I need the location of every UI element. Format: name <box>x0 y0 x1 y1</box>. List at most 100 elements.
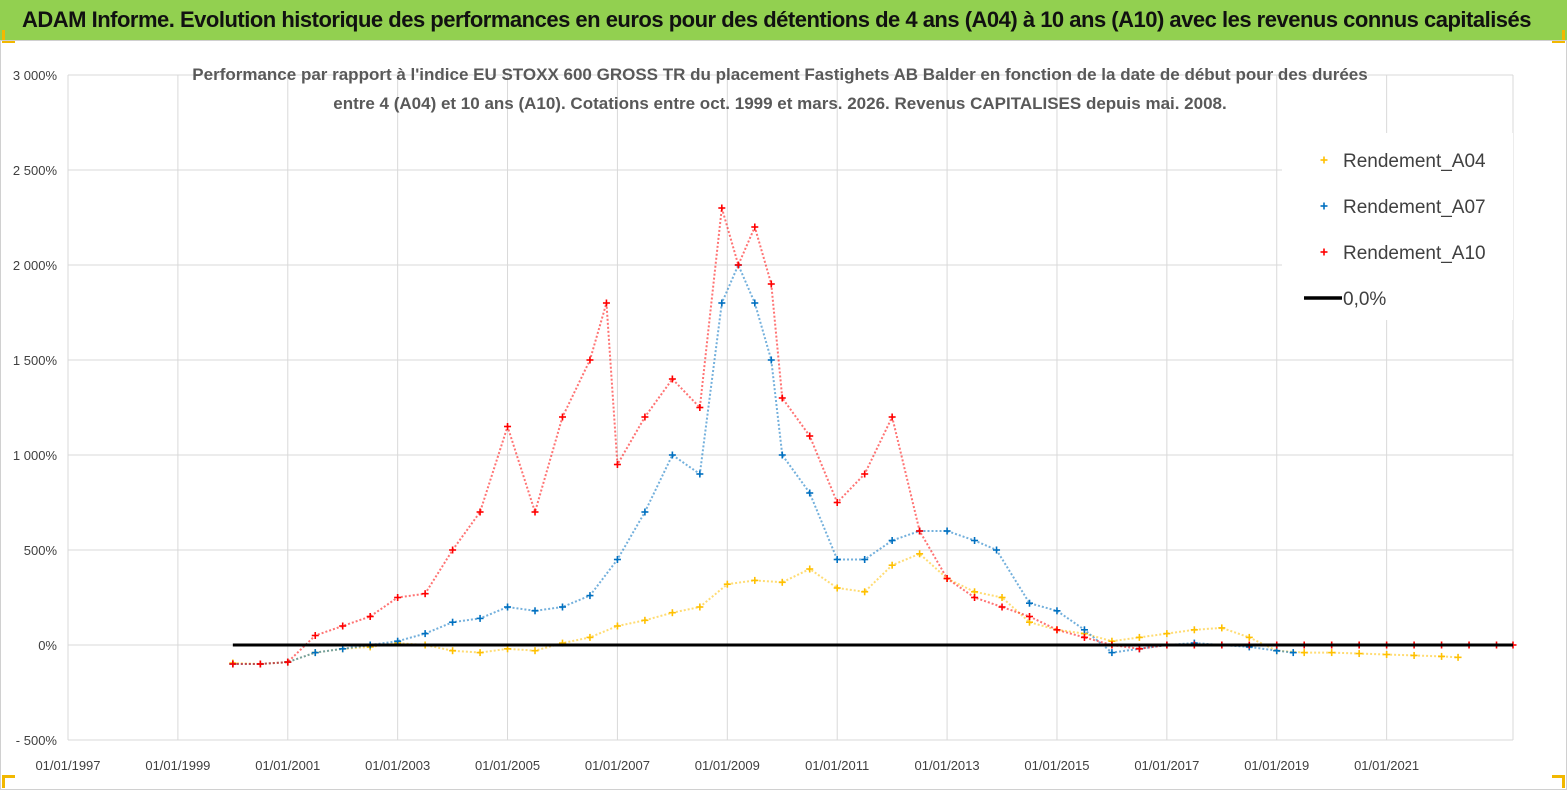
data-point <box>668 451 676 459</box>
data-point <box>1383 651 1391 658</box>
x-tick-label: 01/01/2015 <box>1024 758 1089 773</box>
data-point <box>1053 626 1061 634</box>
data-point <box>751 223 759 231</box>
data-point <box>284 658 292 666</box>
legend-label: Rendement_A10 <box>1343 243 1486 264</box>
data-point <box>394 594 402 601</box>
data-point <box>641 616 649 624</box>
data-point <box>476 614 484 622</box>
y-tick-label: 2 000% <box>13 258 58 273</box>
data-point <box>971 537 979 544</box>
data-point <box>1300 649 1308 657</box>
data-point <box>613 556 621 563</box>
chart-title-line-1: Performance par rapport à l'indice EU ST… <box>192 65 1367 84</box>
data-point <box>943 575 951 582</box>
axis-labels: - 500% 0% 500% 1 000% 1 500% 2 000% 2 500% 3 00… <box>13 68 1419 773</box>
chart-title-line-2: entre 4 (A04) et 10 ans (A10). Cotations… <box>333 94 1226 113</box>
legend-label: 0,0% <box>1343 289 1386 310</box>
x-tick-label: 01/01/2005 <box>475 758 540 773</box>
legend-marker <box>1320 156 1328 164</box>
data-point <box>767 280 775 288</box>
y-tick-label: - 500% <box>16 733 58 748</box>
data-point <box>1163 630 1171 638</box>
data-point <box>1454 653 1462 661</box>
data-point <box>449 618 457 626</box>
data-point <box>1218 624 1226 632</box>
data-point <box>421 590 429 598</box>
data-point <box>668 375 676 383</box>
data-point <box>998 594 1006 601</box>
legend-marker <box>1320 202 1328 210</box>
data-point <box>586 356 594 364</box>
data-point <box>1080 633 1088 641</box>
data-point <box>778 578 786 586</box>
data-point <box>504 603 512 611</box>
data-point <box>1410 651 1418 659</box>
corner-marker <box>2 30 15 43</box>
data-point <box>1026 613 1034 620</box>
data-point <box>641 508 649 516</box>
data-point <box>602 299 610 307</box>
corner-marker <box>1552 775 1565 788</box>
data-point <box>806 432 814 440</box>
legend: Rendement_A04 Rendement_A07 Rendement_A10 0… <box>1282 133 1513 320</box>
data-point <box>421 630 429 638</box>
y-tick-label: 2 500% <box>13 163 58 178</box>
x-tick-label: 01/01/2021 <box>1354 758 1419 773</box>
data-point <box>586 592 594 600</box>
series-rendement-a07 <box>229 261 1297 668</box>
y-tick-label: 500% <box>24 543 58 558</box>
legend-marker <box>1320 248 1328 256</box>
data-point <box>1026 599 1034 607</box>
data-point <box>613 461 621 468</box>
data-point <box>476 649 484 657</box>
series-trace <box>232 552 1459 666</box>
x-tick-label: 01/01/2011 <box>805 758 869 773</box>
data-point <box>833 584 841 592</box>
y-tick-label: 1 500% <box>13 353 58 368</box>
data-point <box>641 413 649 421</box>
corner-marker <box>1552 30 1565 43</box>
x-tick-label: 01/01/1997 <box>35 758 100 773</box>
data-point <box>339 622 347 630</box>
data-point <box>531 647 539 655</box>
data-point <box>586 633 594 641</box>
x-tick-label: 01/01/2017 <box>1134 758 1199 773</box>
data-point <box>696 404 704 411</box>
data-point <box>1245 633 1253 641</box>
data-point <box>476 508 484 516</box>
series-trace <box>232 262 1294 665</box>
data-point <box>531 508 539 516</box>
data-point <box>916 527 924 535</box>
x-tick-label: 01/01/2003 <box>365 758 430 773</box>
data-point <box>1080 626 1088 634</box>
x-tick-label: 01/01/2019 <box>1244 758 1309 773</box>
x-tick-label: 01/01/2013 <box>915 758 980 773</box>
data-point <box>833 556 841 563</box>
data-point <box>668 609 676 617</box>
data-point <box>806 565 814 573</box>
data-point <box>734 261 742 269</box>
data-point <box>718 299 726 307</box>
data-point <box>767 356 775 364</box>
data-point <box>971 594 979 601</box>
data-point <box>833 499 841 506</box>
data-point <box>531 607 539 615</box>
data-point <box>366 613 374 620</box>
report-banner: ADAM Informe. Evolution historique des p… <box>0 0 1567 40</box>
data-point <box>943 527 951 535</box>
banner-title: ADAM Informe. Evolution historique des p… <box>22 7 1532 32</box>
x-tick-label: 01/01/2001 <box>255 758 320 773</box>
data-point <box>1328 649 1336 657</box>
data-point <box>1190 626 1198 634</box>
data-point <box>806 489 814 497</box>
legend-box <box>1282 133 1513 320</box>
data-point <box>1053 607 1061 615</box>
data-point <box>311 649 319 657</box>
data-point <box>613 622 621 630</box>
data-point <box>1135 633 1143 641</box>
data-point <box>751 299 759 307</box>
data-point <box>916 550 924 558</box>
data-point <box>449 546 457 554</box>
